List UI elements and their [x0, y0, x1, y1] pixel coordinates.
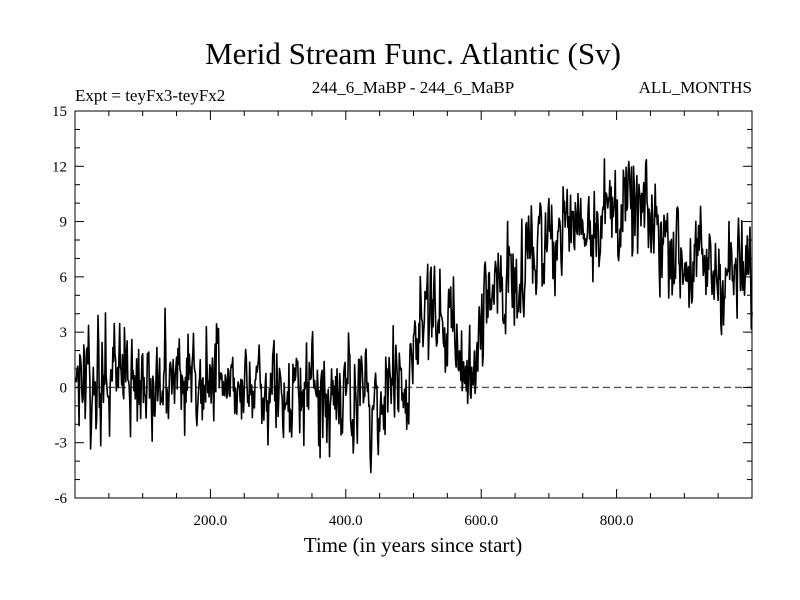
- plot-frame: [74, 110, 753, 499]
- x-tick-label: 200.0: [194, 513, 228, 529]
- y-tick-label: 3: [60, 325, 68, 341]
- x-tick-label: 800.0: [600, 513, 634, 529]
- y-tick-label: 15: [52, 104, 67, 120]
- x-axis-label: Time (in years since start): [304, 533, 523, 557]
- chart-title: Merid Stream Func. Atlantic (Sv): [205, 36, 621, 71]
- y-tick-label: -3: [55, 436, 68, 452]
- series-line: [74, 158, 753, 474]
- subtitle-months: ALL_MONTHS: [639, 78, 752, 97]
- y-tick-label: 12: [52, 159, 67, 175]
- y-tick-label: 0: [60, 380, 68, 396]
- axes: 200.0 400.0 600.0 800.0 -6 -3 0 3 6 9 12 15: [52, 104, 752, 529]
- x-tick-label: 400.0: [329, 513, 363, 529]
- y-tick-label: -6: [55, 491, 68, 507]
- plot-area: [74, 158, 753, 474]
- subtitle-period: 244_6_MaBP - 244_6_MaBP: [312, 78, 514, 97]
- y-tick-label: 9: [60, 215, 68, 231]
- y-tick-label: 6: [60, 270, 68, 286]
- x-tick-label: 600.0: [464, 513, 498, 529]
- subtitle-experiment: Expt = teyFx3-teyFx2: [75, 86, 225, 105]
